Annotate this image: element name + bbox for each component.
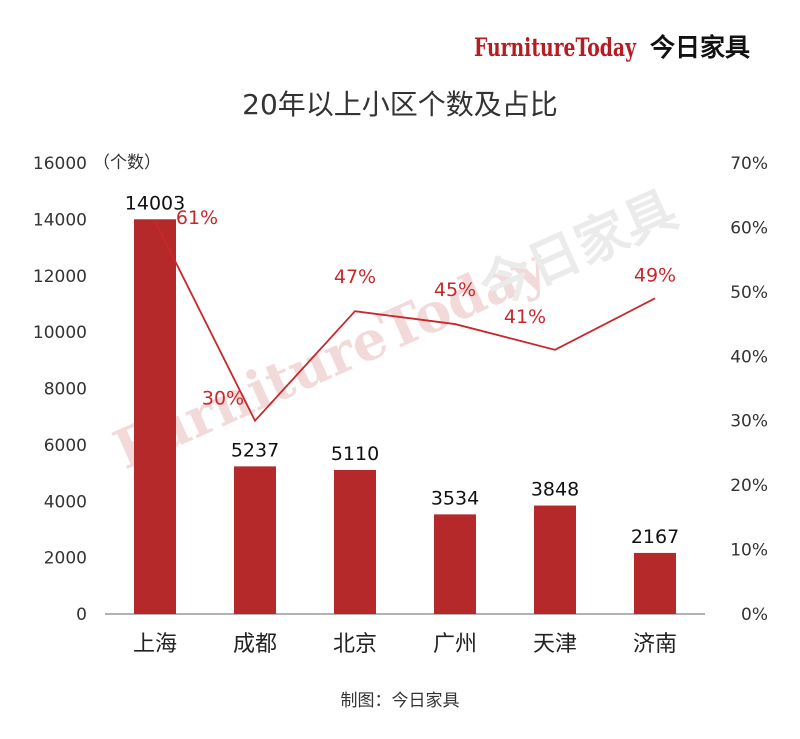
x-category-label: 广州	[433, 632, 477, 657]
y-right-axis: 0% 10% 20% 30% 40% 50% 60% 70%	[730, 154, 768, 625]
percent-label: 41%	[504, 306, 546, 328]
y-left-axis: 0 2000 4000 6000 8000 10000 12000 14000 16000	[33, 154, 87, 625]
y-left-tick-label: 6000	[44, 436, 87, 456]
bar	[634, 552, 676, 614]
y-left-tick-label: 10000	[33, 323, 87, 343]
y-right-tick-label: 70%	[730, 154, 768, 174]
percent-labels: 61% 30% 47% 45% 41% 49%	[176, 207, 676, 410]
y-left-tick-label: 14000	[33, 210, 87, 230]
brand-cn: 今日家具	[650, 33, 750, 62]
y-right-tick-label: 50%	[730, 283, 768, 303]
percent-label: 49%	[634, 264, 676, 286]
chart-title: 20年以上小区个数及占比	[242, 88, 558, 121]
bar-value-label: 3534	[431, 487, 479, 509]
y-left-unit-label: （个数）	[93, 153, 161, 173]
y-left-tick-label: 2000	[44, 549, 87, 569]
bar	[534, 505, 576, 614]
x-axis-categories: 上海 成都 北京 广州 天津 济南	[133, 632, 677, 657]
y-left-tick-label: 8000	[44, 380, 87, 400]
bar-value-label: 5110	[331, 443, 379, 465]
bar-value-labels: 14003 5237 5110 3534 3848 2167	[125, 192, 679, 548]
x-category-label: 济南	[633, 632, 677, 657]
bar-value-label: 14003	[125, 192, 185, 214]
y-right-tick-label: 40%	[730, 347, 768, 367]
x-category-label: 天津	[533, 632, 577, 657]
percent-label: 30%	[202, 388, 244, 410]
y-left-tick-label: 4000	[44, 492, 87, 512]
y-right-tick-label: 30%	[730, 412, 768, 432]
bar	[434, 514, 476, 614]
x-category-label: 北京	[333, 632, 377, 657]
bar-value-label: 5237	[231, 439, 279, 461]
percent-label: 61%	[176, 207, 218, 229]
y-right-tick-label: 0%	[741, 605, 768, 625]
bar-value-label: 2167	[631, 526, 679, 548]
bar	[234, 466, 276, 614]
x-category-label: 上海	[133, 632, 177, 657]
brand-latin: FurnitureToday	[474, 33, 637, 62]
y-right-tick-label: 60%	[730, 218, 768, 238]
y-right-tick-label: 20%	[730, 476, 768, 496]
percent-label: 45%	[434, 279, 476, 301]
bar-series	[134, 219, 676, 614]
bar	[334, 469, 376, 614]
brand-logo: FurnitureToday 今日家具	[474, 33, 750, 62]
y-left-tick-label: 0	[76, 605, 87, 625]
y-left-tick-label: 16000	[33, 154, 87, 174]
source-note: 制图：今日家具	[341, 691, 460, 711]
y-right-tick-label: 10%	[730, 541, 768, 561]
percent-line	[154, 220, 656, 423]
y-left-tick-label: 12000	[33, 267, 87, 287]
bar	[134, 219, 176, 614]
percent-label: 47%	[334, 266, 376, 288]
bar-value-label: 3848	[531, 479, 579, 501]
percent-line-series	[154, 220, 656, 423]
x-category-label: 成都	[233, 632, 277, 657]
